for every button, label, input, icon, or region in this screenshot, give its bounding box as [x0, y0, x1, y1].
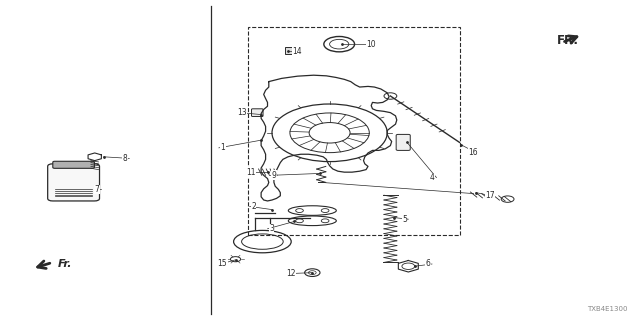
Text: 4: 4 — [430, 173, 435, 182]
Text: 14: 14 — [292, 47, 302, 56]
Bar — [248, 27, 460, 235]
FancyBboxPatch shape — [285, 47, 296, 54]
Text: 1: 1 — [221, 143, 225, 152]
Text: 10: 10 — [366, 40, 376, 49]
Text: 15: 15 — [218, 260, 227, 268]
FancyBboxPatch shape — [53, 161, 95, 168]
Text: 12: 12 — [286, 269, 296, 278]
Text: 8: 8 — [123, 154, 127, 163]
Text: FR.: FR. — [557, 35, 579, 47]
Text: 5: 5 — [402, 215, 407, 224]
Text: 9: 9 — [271, 171, 276, 180]
Text: 3: 3 — [269, 224, 274, 233]
Text: 16: 16 — [468, 148, 478, 156]
Text: 11: 11 — [246, 168, 256, 177]
FancyBboxPatch shape — [396, 134, 410, 150]
Text: 7: 7 — [95, 185, 100, 194]
FancyBboxPatch shape — [252, 109, 263, 116]
Text: 6: 6 — [426, 260, 431, 268]
Text: TXB4E1300: TXB4E1300 — [587, 306, 627, 312]
Text: 17: 17 — [485, 191, 495, 200]
Text: 2: 2 — [252, 202, 256, 211]
FancyBboxPatch shape — [48, 164, 100, 201]
Text: 13: 13 — [237, 108, 246, 117]
Text: Fr.: Fr. — [58, 259, 72, 269]
